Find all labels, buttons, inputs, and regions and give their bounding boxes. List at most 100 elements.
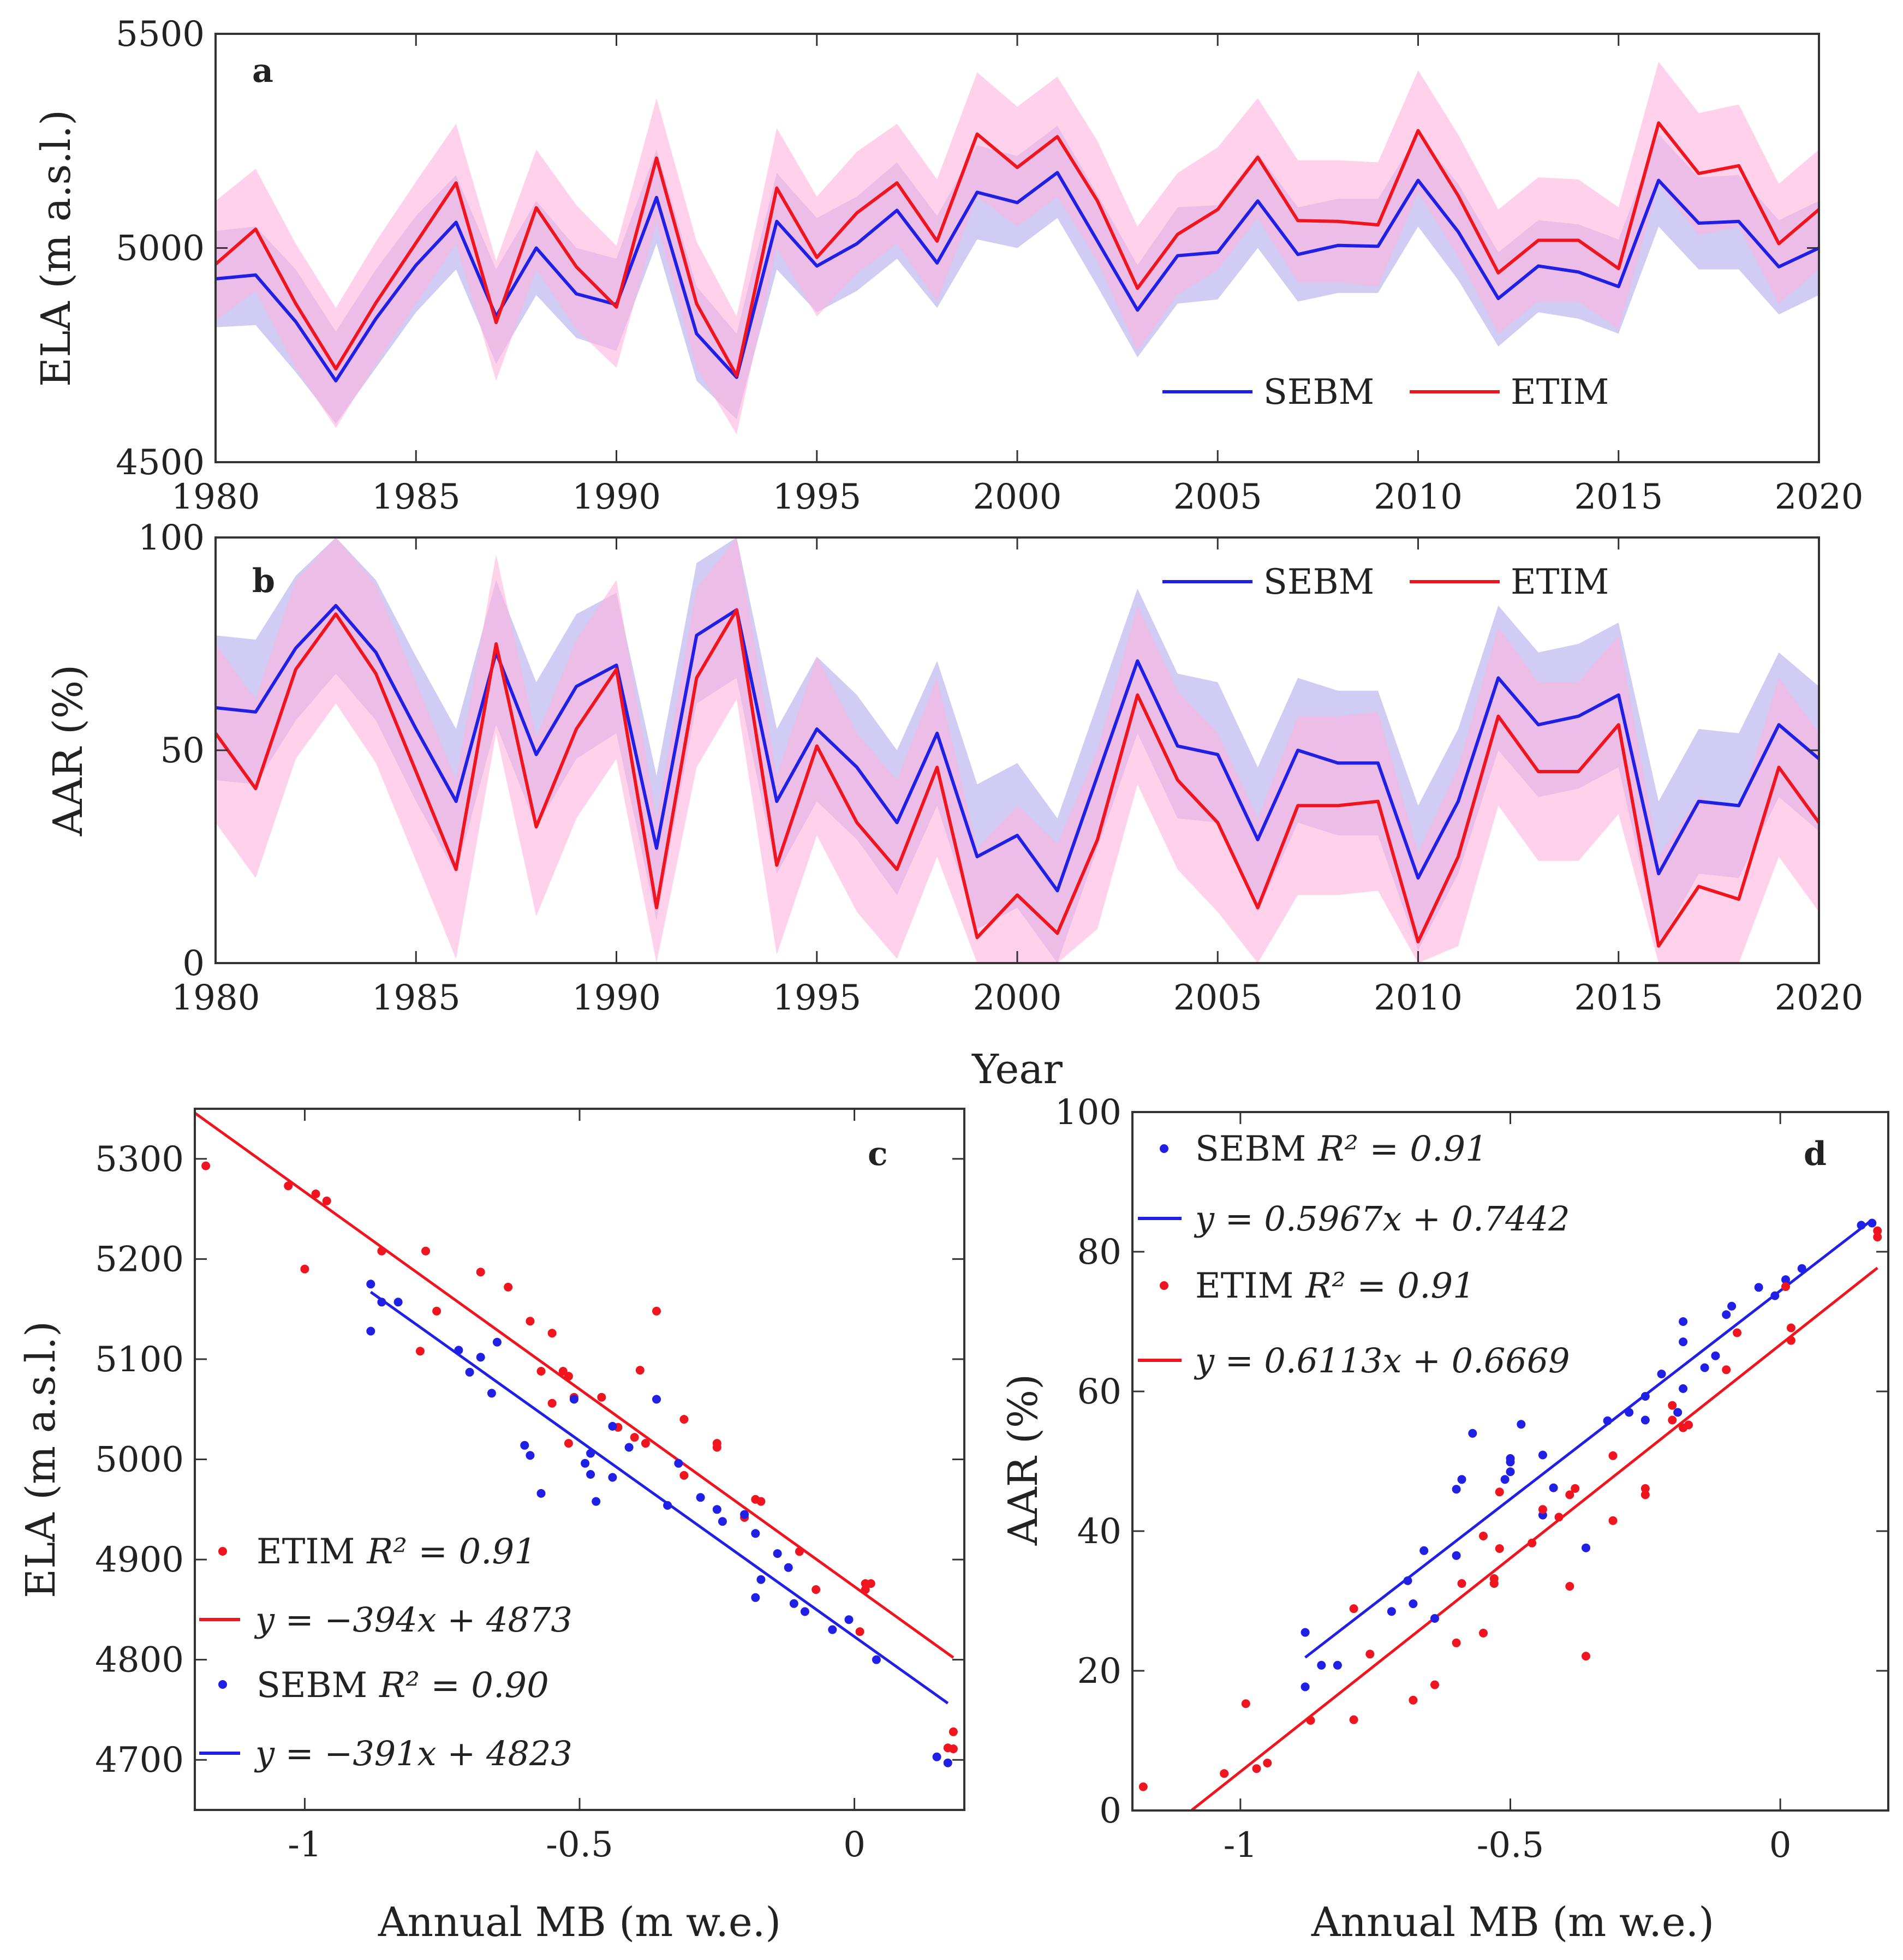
point-sebm <box>751 1529 760 1538</box>
panel-c-ylabel: ELA (m a.s.l.) <box>17 1321 64 1598</box>
point-etim <box>1306 1716 1315 1725</box>
band-etim <box>216 537 1819 963</box>
panel-b-lines <box>214 603 1821 948</box>
point-etim <box>1479 1628 1488 1638</box>
point-etim <box>201 1161 211 1170</box>
point-sebm <box>789 1599 798 1608</box>
point-sebm <box>1538 1450 1547 1460</box>
point-etim <box>1538 1505 1547 1514</box>
y-tick-label: 80 <box>1077 1232 1121 1272</box>
point-etim <box>1668 1415 1677 1425</box>
point-sebm <box>773 1549 782 1558</box>
point-sebm <box>586 1470 595 1479</box>
y-tick-label: 5300 <box>95 1139 184 1180</box>
point-sebm <box>1868 1218 1877 1228</box>
point-sebm <box>1700 1363 1709 1372</box>
point-etim <box>597 1393 606 1402</box>
y-tick-label: 4700 <box>95 1740 184 1780</box>
point-etim <box>1495 1487 1504 1497</box>
point-sebm <box>932 1752 941 1761</box>
point-etim <box>1349 1715 1358 1724</box>
point-sebm <box>366 1326 375 1336</box>
point-sebm <box>652 1395 661 1404</box>
point-etim <box>679 1415 689 1424</box>
panel-b-bands <box>216 537 1819 963</box>
legend-marker-sebm <box>218 1680 227 1689</box>
point-sebm <box>581 1459 590 1468</box>
point-sebm <box>1301 1628 1310 1637</box>
panel-d-fit-lines <box>1191 1218 1878 1812</box>
y-tick-label: 100 <box>1055 1092 1121 1133</box>
y-tick-label: 0 <box>182 943 205 984</box>
y-tick-label: 60 <box>1077 1372 1121 1412</box>
point-sebm <box>592 1497 601 1506</box>
x-tick-label: 1985 <box>372 978 461 1018</box>
point-etim <box>1640 1484 1650 1493</box>
point-sebm <box>943 1758 952 1767</box>
point-etim <box>504 1282 513 1292</box>
point-etim <box>432 1306 442 1316</box>
point-etim <box>1241 1699 1250 1708</box>
point-etim <box>1565 1490 1574 1499</box>
point-sebm <box>1500 1475 1510 1484</box>
point-sebm <box>1403 1576 1412 1585</box>
point-etim <box>652 1306 661 1316</box>
legend-fit-label-etim: y = 0.6113x + 0.6669 <box>1194 1341 1570 1381</box>
x-tick-label: 2000 <box>973 477 1062 517</box>
legend-name-etim: ETIM <box>256 1532 355 1572</box>
point-sebm <box>393 1298 403 1307</box>
point-etim <box>1565 1582 1574 1591</box>
point-etim <box>1252 1764 1261 1773</box>
y-tick-label: 100 <box>138 518 205 558</box>
point-sebm <box>1625 1408 1634 1417</box>
point-sebm <box>1722 1310 1731 1319</box>
point-sebm <box>674 1459 683 1468</box>
panel-d-points <box>1138 1218 1882 1791</box>
point-etim <box>547 1399 557 1408</box>
y-tick-label: 4900 <box>95 1540 184 1580</box>
y-tick-label: 50 <box>160 731 205 771</box>
legend-r2-sebm: R² = 0.90 <box>379 1665 549 1706</box>
point-sebm <box>1549 1483 1558 1492</box>
y-tick-label: 0 <box>1099 1791 1121 1831</box>
x-tick-label: 1995 <box>772 978 861 1018</box>
legend-marker-etim <box>1160 1281 1168 1290</box>
point-sebm <box>586 1449 595 1458</box>
panel-d: -1 -0.5 0 0 20 40 60 80 100 d AAR (%) Annual MB … <box>1000 1092 1889 1946</box>
point-sebm <box>1727 1301 1737 1311</box>
panel-b-ylabel: AAR (%) <box>45 665 92 836</box>
legend-marker-sebm <box>1160 1144 1168 1153</box>
legend-r2-etim: R² = 0.91 <box>366 1532 536 1572</box>
point-etim <box>948 1727 958 1736</box>
point-etim <box>564 1439 573 1448</box>
panel-c-xlabel: Annual MB (m w.e.) <box>378 1899 781 1946</box>
legend-label-etim: ETIM <box>1511 562 1609 602</box>
x-tick-label: -0.5 <box>1477 1825 1544 1866</box>
point-sebm <box>1387 1607 1396 1616</box>
x-tick-label: -1 <box>1224 1825 1257 1866</box>
point-sebm <box>1452 1551 1461 1560</box>
panel-a-lines <box>214 121 1820 383</box>
point-sebm <box>1754 1283 1763 1292</box>
x-tick-label: 2020 <box>1775 978 1864 1018</box>
series-line-sebm <box>215 171 1820 383</box>
point-etim <box>1409 1695 1418 1705</box>
point-etim <box>377 1246 386 1256</box>
point-sebm <box>844 1615 854 1624</box>
legend-r2-etim: R² = 0.91 <box>1305 1266 1475 1306</box>
panel-b: 1980 1985 1990 1995 2000 2005 2010 2015 2020 0 50 1… <box>45 518 1863 1093</box>
point-sebm <box>608 1473 617 1482</box>
fit-line-sebm <box>369 1290 949 1705</box>
point-etim <box>635 1366 645 1375</box>
x-tick-label: 2010 <box>1374 477 1463 517</box>
panel-a: 1980 1985 1990 1995 2000 2005 2010 2015 2020 4500… <box>33 14 1863 517</box>
panel-b-legend: SEBM ETIM <box>1162 562 1609 602</box>
point-sebm <box>1517 1420 1526 1429</box>
panel-d-letter: d <box>1804 1135 1827 1173</box>
point-etim <box>1220 1769 1229 1778</box>
x-tick-label: 1980 <box>171 978 260 1018</box>
x-tick-label: 2000 <box>973 978 1062 1018</box>
point-sebm <box>608 1421 617 1431</box>
point-sebm <box>1640 1415 1650 1425</box>
